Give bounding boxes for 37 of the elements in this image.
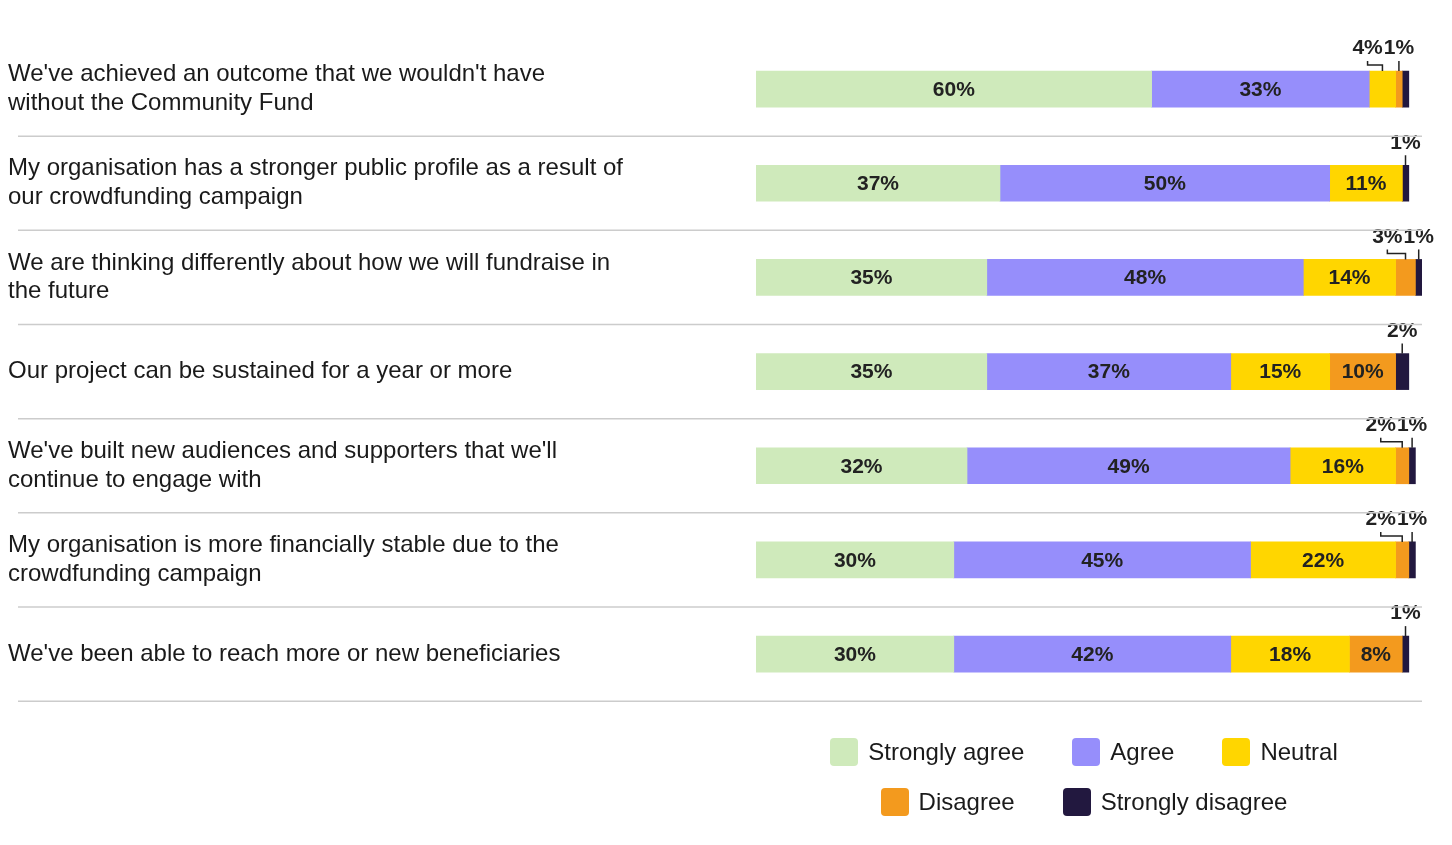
data-label: 37%	[856, 171, 900, 195]
y-tick-label: We've achieved an outcome that we wouldn't have without the Community Fund	[7, 59, 546, 116]
y-tick-label: My organisation has a stronger public profile as a result of our crowdfunding campaign	[8, 153, 624, 210]
data-label: 10%	[1341, 359, 1384, 383]
data-label: 30%	[833, 641, 877, 665]
data-label: 49%	[1107, 453, 1150, 477]
data-label: 60%	[932, 76, 976, 100]
data-label: 11%	[1345, 171, 1387, 195]
data-label: 16%	[1321, 453, 1365, 477]
y-tick-label: We've built new audiences and supporters that we'll continue to engage with	[8, 436, 558, 492]
data-label: 30%	[833, 547, 877, 571]
data-label: 48%	[1124, 265, 1167, 289]
data-label: 35%	[850, 359, 893, 383]
legend-label: Agree	[1110, 738, 1175, 766]
y-tick-label: My organisation is more financially stable due to the crowdfunding campaign	[8, 530, 559, 586]
data-label: 42%	[1071, 641, 1114, 665]
data-label: 8%	[1360, 641, 1392, 665]
data-label: 15%	[1259, 359, 1302, 383]
y-tick-label: Our project can be sustained for a year or more	[8, 356, 513, 384]
legend-label: Disagree	[918, 788, 1015, 816]
data-label: 50%	[1143, 171, 1187, 195]
data-label: 18%	[1269, 641, 1312, 665]
data-label: 1%	[1390, 600, 1422, 624]
data-label: 22%	[1302, 547, 1345, 571]
y-tick-label: We've been able to reach more or new beneficiaries	[8, 638, 561, 666]
data-label: 4%	[1352, 35, 1384, 59]
data-label: 1%	[1383, 35, 1415, 59]
data-label: 33%	[1239, 76, 1282, 100]
data-label: 37%	[1087, 359, 1131, 383]
legend-label: Strongly agree	[868, 738, 1025, 766]
y-tick-label: We are thinking differently about how we will fundraise in the future	[8, 247, 611, 304]
legend-label: Strongly disagree	[1100, 788, 1288, 816]
legend-label: Neutral	[1260, 738, 1338, 766]
data-label: 35%	[850, 265, 893, 289]
data-label: 32%	[840, 453, 883, 477]
data-label: 45%	[1081, 547, 1124, 571]
data-label: 14%	[1328, 265, 1371, 289]
